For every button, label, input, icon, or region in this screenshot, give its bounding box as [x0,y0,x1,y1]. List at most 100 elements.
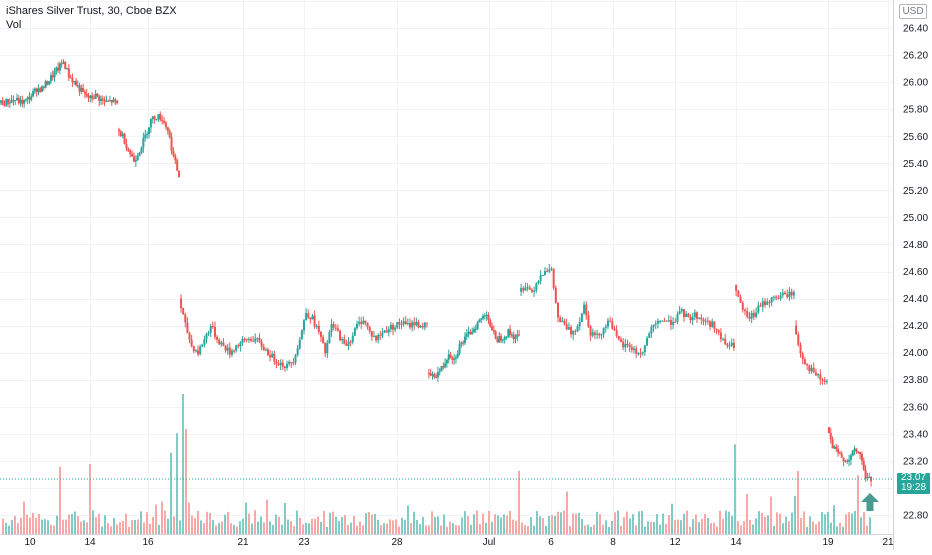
volume-bar [215,525,217,534]
volume-bar [833,505,835,534]
candle-body [838,452,841,454]
volume-bar [500,517,502,534]
candle-body [180,298,183,309]
candle-body [870,476,873,482]
volume-bar [674,519,676,534]
candle-body [17,97,20,104]
candle-body [83,91,86,94]
candle-body [197,350,200,355]
grid [0,0,893,534]
volume-bar [488,511,490,534]
volume-bar [725,510,727,534]
candle-body [30,96,33,100]
volume-bar [368,512,370,534]
candle-body [203,339,206,345]
volume-bar [806,526,808,534]
candle-body [360,321,363,324]
volume-bar [701,518,703,534]
volume-bar [8,525,10,534]
candle-body [775,296,778,299]
candle-body [652,324,655,327]
volume-bar [131,520,133,534]
candle-body [520,288,523,292]
volume-bar [746,494,748,534]
candle-body [190,339,193,346]
candle-body [375,336,378,341]
candle-body [810,367,813,372]
candle-body [665,320,668,322]
candle-body [680,309,683,312]
candle-body [444,363,447,368]
volume-bar [584,525,586,534]
candle-body [64,62,67,70]
volume-bar [563,510,565,534]
candle-body [777,298,780,300]
candle-body [781,292,784,296]
candle-body [417,321,420,328]
volume-bar [776,512,778,534]
candle-body [741,302,744,310]
candle-body [121,133,124,137]
volume-bar [527,525,529,534]
candle-body [49,75,52,82]
candle-body [57,67,60,71]
volume-bar [506,515,508,534]
volume-bar [260,516,262,534]
candle-body [114,99,117,101]
candle-body [812,367,815,373]
candle-body [273,353,276,362]
candle-body [144,134,147,138]
volume-bar [545,525,547,534]
time-tick-label: 16 [142,537,154,548]
candle-body [784,292,786,295]
volume-bar [587,524,589,534]
volume-bar [107,523,109,534]
volume-bar [452,523,454,534]
volume-bar [53,525,55,534]
volume-bar [575,513,577,534]
candle-body [71,77,74,83]
volume-bar [650,522,652,534]
volume-bar [116,524,118,534]
candle-body [157,114,160,119]
volume-bar [722,519,724,534]
volume-bar [197,510,199,534]
volume-bar [41,519,43,534]
volume-bar [638,511,640,534]
candle-body [739,296,742,303]
candle-body [711,321,714,327]
volume-bar [455,524,457,534]
volume-bar [557,511,559,534]
volume-bar [290,521,292,534]
volume-bar [65,519,67,534]
volume-bar [743,521,745,534]
candle-body [153,116,156,120]
volume-bar [809,516,811,534]
time-tick-label: 8 [610,537,616,548]
candle-body [518,334,521,336]
volume-bar [269,521,271,534]
candle-body [389,324,392,330]
volume-bar [62,519,64,534]
currency-button[interactable]: USD [899,4,927,19]
candle-body [429,373,432,376]
volume-bar [305,522,307,534]
volume-bar [449,521,451,534]
candle-body [451,357,454,361]
candle-body [379,335,382,337]
candle-body [678,311,681,315]
candle-body [465,333,468,337]
volume-bar [203,523,205,534]
candle-body [698,317,701,319]
volume-bar [536,510,538,534]
candle-body [476,322,479,329]
candle-body [546,271,549,273]
time-tick-label: 14 [84,537,96,548]
volume-bar [35,517,37,534]
candle-body [630,347,633,350]
volume-bar [416,520,418,534]
candle-body [473,329,475,333]
candle-body [136,155,139,160]
